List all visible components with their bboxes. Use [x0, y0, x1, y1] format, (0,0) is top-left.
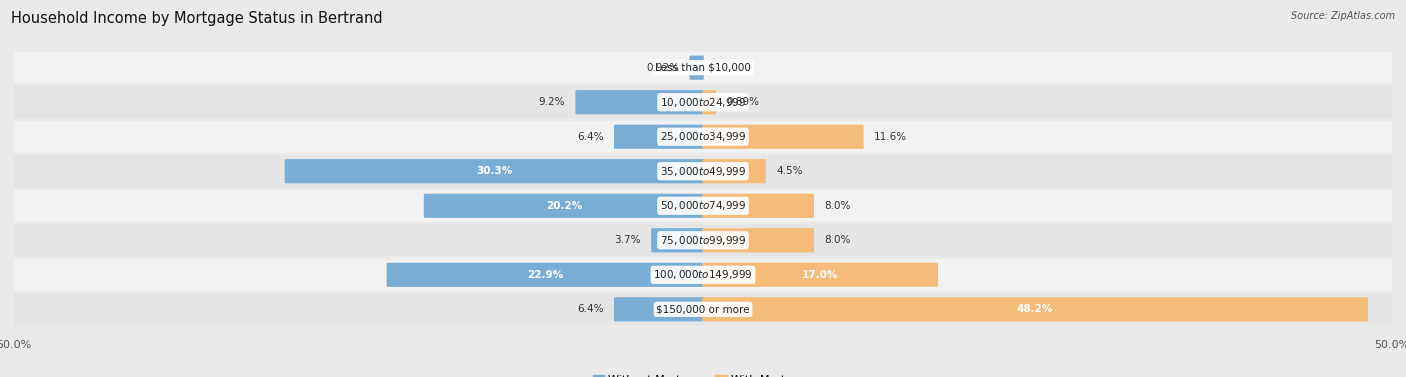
Text: 4.5%: 4.5% [776, 166, 803, 176]
Text: 0.89%: 0.89% [727, 97, 759, 107]
FancyBboxPatch shape [284, 159, 704, 183]
FancyBboxPatch shape [689, 55, 704, 80]
Text: $150,000 or more: $150,000 or more [657, 304, 749, 314]
FancyBboxPatch shape [702, 297, 1368, 322]
Text: 8.0%: 8.0% [824, 235, 851, 245]
FancyBboxPatch shape [14, 52, 1392, 84]
Text: 48.2%: 48.2% [1017, 304, 1053, 314]
FancyBboxPatch shape [14, 86, 1392, 118]
Text: 30.3%: 30.3% [477, 166, 512, 176]
Text: 9.2%: 9.2% [538, 97, 565, 107]
FancyBboxPatch shape [423, 194, 704, 218]
Text: 0.92%: 0.92% [647, 63, 679, 73]
FancyBboxPatch shape [702, 159, 766, 183]
FancyBboxPatch shape [387, 263, 704, 287]
FancyBboxPatch shape [702, 194, 814, 218]
FancyBboxPatch shape [614, 125, 704, 149]
FancyBboxPatch shape [702, 263, 938, 287]
Text: $10,000 to $24,999: $10,000 to $24,999 [659, 96, 747, 109]
FancyBboxPatch shape [614, 297, 704, 322]
FancyBboxPatch shape [14, 190, 1392, 222]
Text: Less than $10,000: Less than $10,000 [655, 63, 751, 73]
FancyBboxPatch shape [14, 155, 1392, 187]
FancyBboxPatch shape [702, 90, 716, 114]
Text: 8.0%: 8.0% [824, 201, 851, 211]
Text: $75,000 to $99,999: $75,000 to $99,999 [659, 234, 747, 247]
FancyBboxPatch shape [651, 228, 704, 252]
FancyBboxPatch shape [14, 293, 1392, 325]
FancyBboxPatch shape [702, 228, 814, 252]
FancyBboxPatch shape [14, 259, 1392, 291]
Text: Source: ZipAtlas.com: Source: ZipAtlas.com [1291, 11, 1395, 21]
FancyBboxPatch shape [575, 90, 704, 114]
Text: 3.7%: 3.7% [614, 235, 641, 245]
Text: 20.2%: 20.2% [546, 201, 582, 211]
Legend: Without Mortgage, With Mortgage: Without Mortgage, With Mortgage [588, 370, 818, 377]
FancyBboxPatch shape [702, 125, 863, 149]
Text: Household Income by Mortgage Status in Bertrand: Household Income by Mortgage Status in B… [11, 11, 382, 26]
Text: $50,000 to $74,999: $50,000 to $74,999 [659, 199, 747, 212]
Text: 11.6%: 11.6% [875, 132, 907, 142]
Text: 17.0%: 17.0% [801, 270, 838, 280]
Text: 6.4%: 6.4% [578, 304, 603, 314]
FancyBboxPatch shape [14, 224, 1392, 256]
FancyBboxPatch shape [14, 121, 1392, 153]
Text: $35,000 to $49,999: $35,000 to $49,999 [659, 165, 747, 178]
Text: 22.9%: 22.9% [527, 270, 564, 280]
Text: 6.4%: 6.4% [578, 132, 603, 142]
Text: $100,000 to $149,999: $100,000 to $149,999 [654, 268, 752, 281]
Text: $25,000 to $34,999: $25,000 to $34,999 [659, 130, 747, 143]
